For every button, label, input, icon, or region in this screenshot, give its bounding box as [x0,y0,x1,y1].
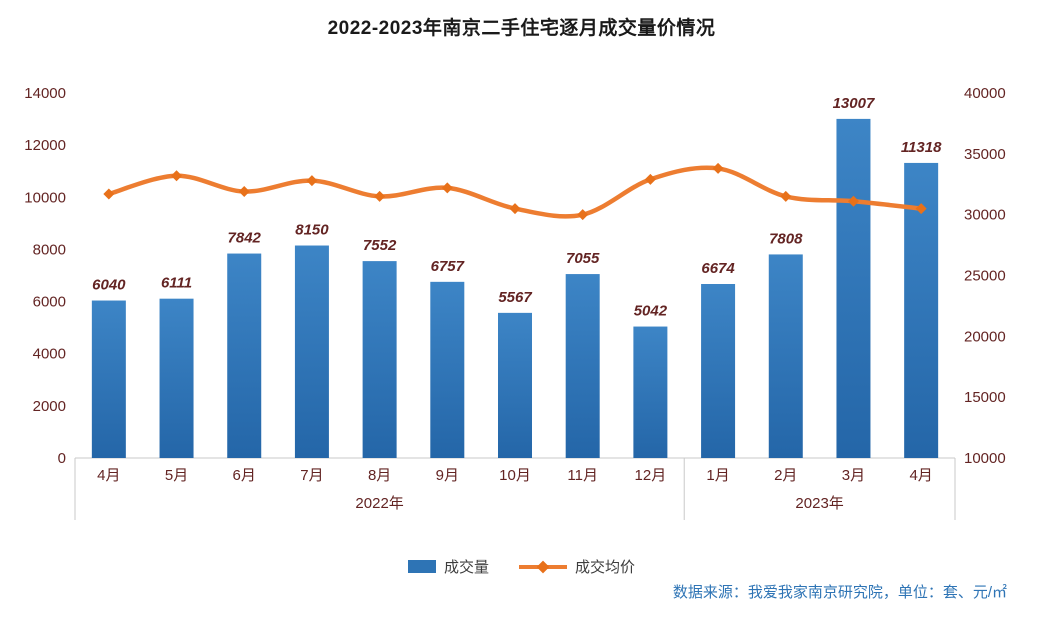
month-label: 7月 [300,467,323,484]
legend-item-price: 成交均价 [519,556,635,577]
legend-item-volume: 成交量 [407,556,489,577]
right-axis-tick-label: 35000 [964,146,1006,163]
month-label: 11月 [567,467,598,484]
line-point-marker [171,170,183,182]
line-point-marker [509,203,521,215]
line-swatch-icon [519,560,567,573]
line-point-marker [441,182,453,194]
legend-label-price: 成交均价 [575,559,636,576]
left-axis-tick-label: 6000 [33,294,66,311]
volume-bar [91,300,126,458]
right-axis-tick-label: 40000 [964,85,1006,102]
line-point-marker [712,162,724,174]
left-axis-tick-label: 2000 [33,398,66,415]
month-label: 12月 [635,467,667,484]
line-point-marker [915,203,927,215]
line-point-marker [577,209,589,221]
bar-value-label: 7808 [769,230,803,247]
year-group-label: 2023年 [795,495,843,512]
volume-bar [159,298,194,458]
volume-bar [768,254,803,458]
volume-bar [294,245,329,458]
month-label: 2月 [774,467,797,484]
bar-value-label: 11318 [901,139,942,156]
month-label: 3月 [842,467,865,484]
left-axis-tick-label: 10000 [24,189,66,206]
volume-bar [498,312,532,458]
data-source-note: 数据来源：我爱我家南京研究院，单位：套、元/㎡ [672,584,1007,601]
volume-bar [362,261,397,458]
bar-value-label: 6757 [431,258,465,275]
bar-value-label: 8150 [295,222,329,239]
legend: 成交量 成交均价 [0,556,1043,577]
month-label: 4月 [909,467,932,484]
month-label: 9月 [436,467,459,484]
bar-value-label: 7842 [228,230,262,247]
line-point-marker [306,175,318,187]
line-point-marker [780,190,792,202]
volume-bar [701,283,736,458]
chart-canvas: 0 2000 4000 6000 8000 10000 12000 14000 10000 150… [24,85,1006,520]
month-label: 6月 [233,467,256,484]
bar-swatch-icon [407,560,436,573]
month-label: 10月 [499,467,531,484]
volume-bar [633,326,668,458]
line-point-marker [238,186,250,198]
legend-label-volume: 成交量 [443,559,489,576]
bar-value-label: 5567 [498,289,532,306]
diamond-marker-icon [536,560,550,573]
year-group-label: 2022年 [355,495,403,512]
left-axis-tick-label: 8000 [33,241,66,258]
bar-value-label: 6111 [161,275,192,292]
month-label: 5月 [165,467,188,484]
bar-value-label: 5042 [634,303,668,320]
left-axis-tick-label: 12000 [24,137,66,154]
volume-bar [430,281,465,458]
bar-value-label: 13007 [833,95,875,112]
left-axis-tick-label: 0 [58,450,66,467]
bar-value-label: 7552 [363,237,397,254]
line-point-marker [374,190,386,202]
right-axis-tick-label: 15000 [964,389,1006,406]
bar-value-label: 7055 [566,250,600,267]
chart-title: 2022-2023年南京二手住宅逐月成交量价情况 [327,18,716,39]
month-label: 8月 [368,467,391,484]
month-label: 1月 [706,467,729,484]
volume-bar [227,253,262,458]
left-axis-tick-label: 4000 [33,346,66,363]
line-point-marker [847,195,859,207]
right-axis-tick-label: 10000 [964,450,1006,467]
bar-value-label: 6674 [701,260,735,277]
right-axis-tick-label: 20000 [964,328,1006,345]
right-axis-tick-label: 25000 [964,268,1006,285]
line-point-marker [644,173,656,185]
bar-value-label: 6040 [92,277,126,294]
volume-bar [565,274,600,458]
volume-bar [836,118,871,459]
month-label: 4月 [97,467,120,484]
line-point-marker [103,188,115,200]
left-axis-tick-label: 14000 [24,85,66,102]
right-axis-tick-label: 30000 [964,207,1006,224]
